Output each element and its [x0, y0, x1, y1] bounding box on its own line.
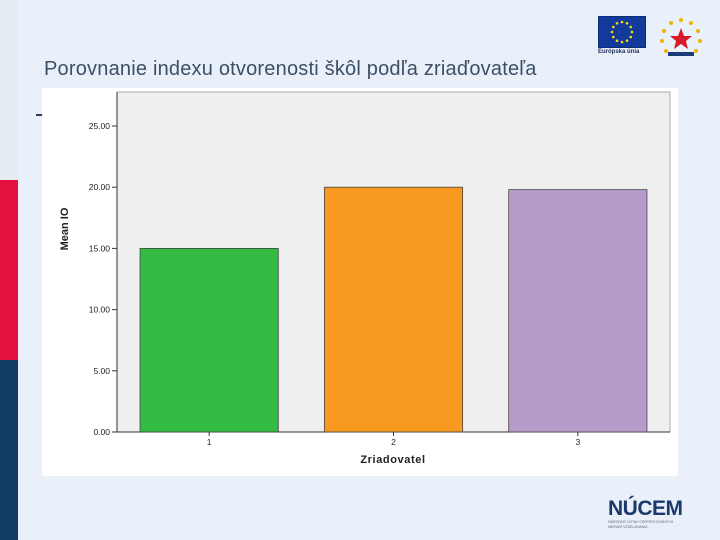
x-axis-label: Zriadovatel [360, 454, 425, 466]
title-dash [36, 114, 44, 116]
left-accent-bar-top [0, 0, 18, 180]
bar-1 [139, 247, 279, 433]
nucem-subtitle: NÁRODNÝ ÚSTAV CERTIFIKOVANÝCH MERANÍ VZD… [608, 520, 692, 530]
eu-caption: Európska únia [598, 49, 640, 55]
x-tick-label: 3 [575, 437, 580, 447]
y-tick-label: 15.00 [89, 243, 111, 253]
nucem-logo: NÚCEM NÁRODNÝ ÚSTAV CERTIFIKOVANÝCH MERA… [608, 498, 692, 534]
y-axis-label: Mean IO [59, 207, 71, 250]
bar-2 [323, 186, 464, 433]
bar-chart: 0.00 5.00 10.00 15.00 20.00 25.00 1 2 3 Mean IO… [42, 88, 678, 476]
nucem-subtitle-line: NÁRODNÝ ÚSTAV CERTIFIKOVANÝCH [608, 520, 674, 524]
esf-logo [656, 14, 706, 64]
eu-flag-icon [598, 16, 646, 48]
bars [139, 186, 648, 433]
bar-chart-svg: 0.00 5.00 10.00 15.00 20.00 25.00 1 2 3 Mean IO… [59, 91, 671, 466]
y-tick-label: 0.00 [93, 427, 110, 437]
y-tick-label: 5.00 [93, 366, 110, 376]
x-axis: 1 2 3 [117, 431, 670, 447]
esf-star-icon [660, 18, 702, 56]
bar-3 [508, 189, 648, 433]
x-tick-label: 2 [391, 437, 396, 447]
y-axis: 0.00 5.00 10.00 15.00 20.00 25.00 [89, 92, 118, 437]
left-accent-bar-red [0, 180, 18, 360]
x-tick-label: 1 [207, 437, 212, 447]
nucem-wordmark: NÚCEM [608, 497, 683, 520]
eu-logo: Európska únia [598, 16, 646, 62]
y-tick-label: 10.00 [89, 305, 111, 315]
y-tick-label: 25.00 [89, 121, 111, 131]
slide-title: Porovnanie indexu otvorenosti škôl podľa… [44, 58, 537, 80]
y-tick-label: 20.00 [89, 182, 111, 192]
left-accent-bar-navy [0, 360, 18, 540]
nucem-subtitle-line: MERANÍ VZDELÁVANIA [608, 525, 648, 529]
